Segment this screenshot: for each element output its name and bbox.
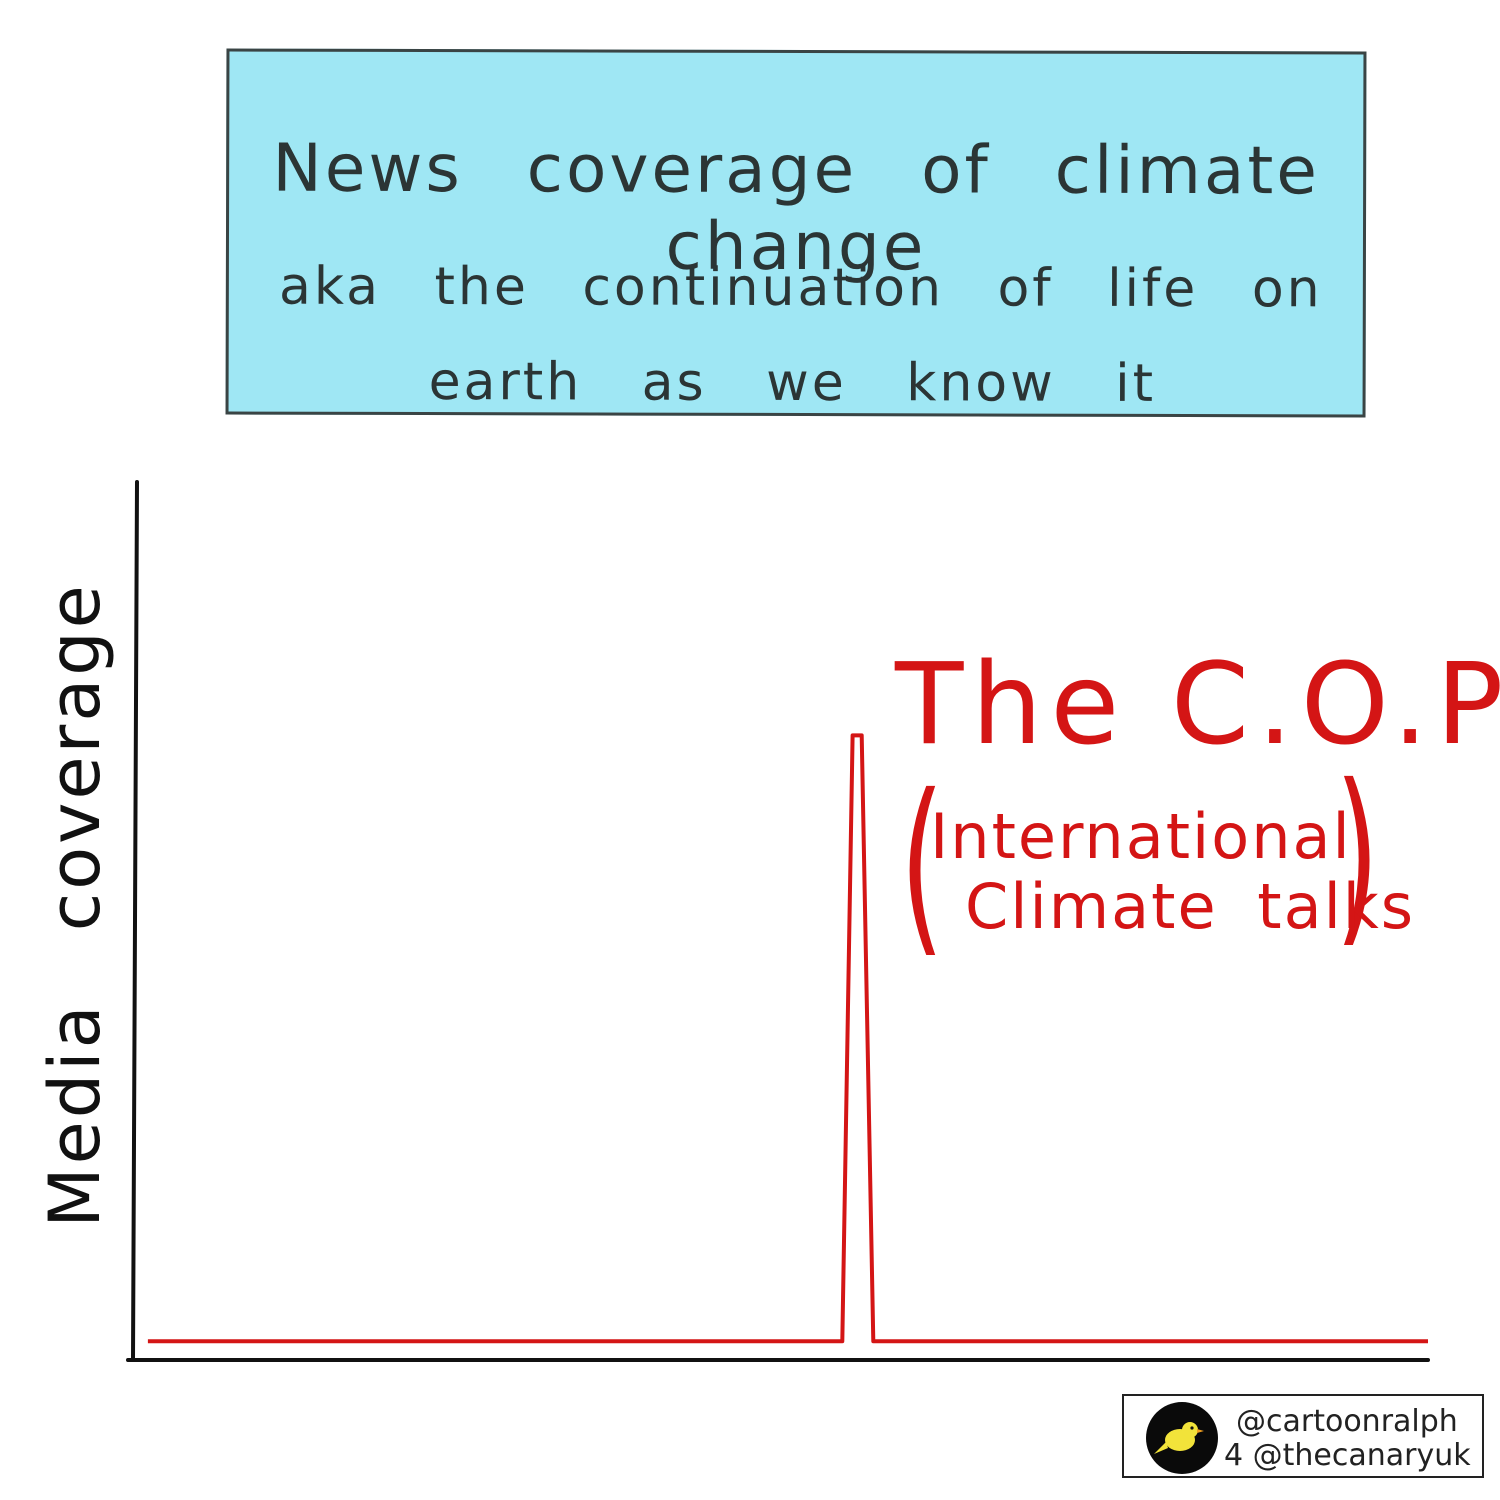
canary-bird-icon	[1146, 1402, 1218, 1474]
annotation-international: International	[930, 800, 1352, 873]
annotation-climate-talks: Climate talks	[965, 870, 1416, 943]
credit-line-1: @cartoonralph	[1236, 1404, 1458, 1439]
credit-box: @cartoonralph 4 @thecanaryuk	[1122, 1394, 1484, 1478]
credit-line-2: 4 @thecanaryuk	[1224, 1438, 1471, 1473]
annotation-paren-open: (	[899, 754, 945, 975]
annotation-paren-close: )	[1334, 744, 1380, 965]
y-axis-label: Media coverage	[34, 582, 116, 1228]
y-axis	[131, 480, 139, 1362]
annotation-cop: The C.O.P	[895, 640, 1500, 770]
series-line-media-coverage	[147, 733, 1428, 1344]
